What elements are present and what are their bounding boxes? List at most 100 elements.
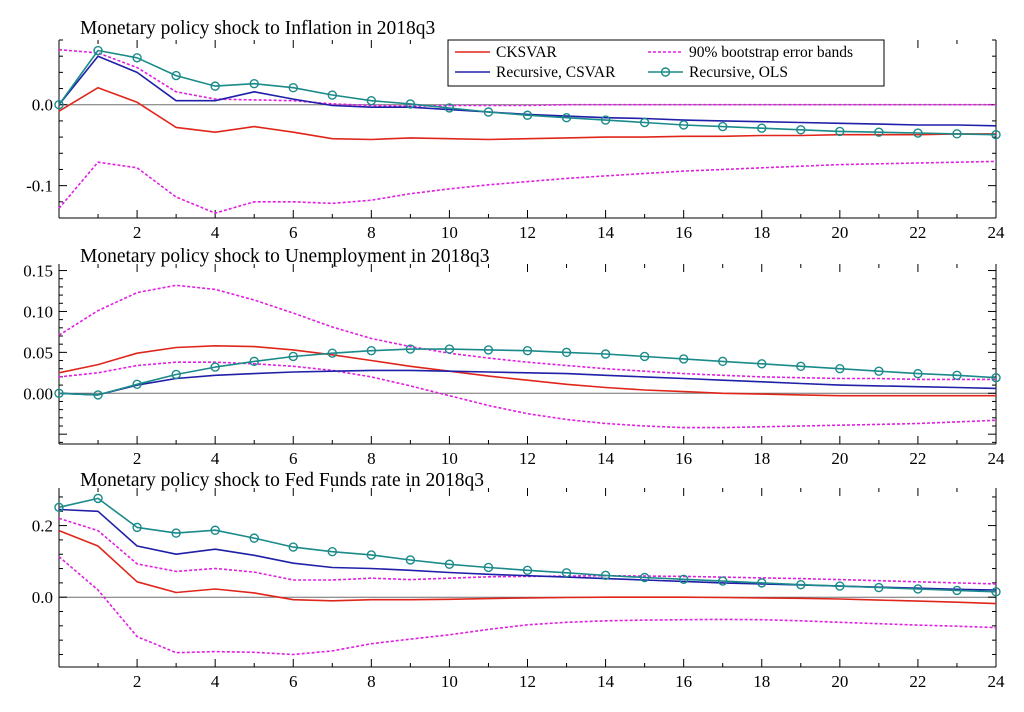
x-tick-label: 24 bbox=[988, 223, 1006, 242]
series-point-ols bbox=[483, 345, 494, 355]
series-point-ols bbox=[718, 356, 728, 367]
x-tick-label: 4 bbox=[211, 449, 220, 468]
series-point-ols bbox=[874, 127, 884, 137]
series-point-ols bbox=[600, 349, 611, 359]
x-tick-label: 18 bbox=[753, 672, 770, 691]
series-point-ols bbox=[405, 99, 416, 109]
series-point-ols bbox=[405, 555, 416, 565]
series-point-ols bbox=[444, 344, 455, 354]
legend-marker-ols bbox=[660, 67, 671, 77]
legend-label-csvar: Recursive, CSVAR bbox=[496, 64, 616, 81]
series-point-ols bbox=[132, 53, 142, 63]
y-tick-label: 0.2 bbox=[32, 517, 53, 536]
series-point-ols bbox=[327, 90, 337, 100]
x-tick-label: 8 bbox=[367, 449, 376, 468]
series-point-ols bbox=[210, 81, 220, 91]
series-point-ols bbox=[210, 362, 220, 372]
x-tick-label: 6 bbox=[289, 223, 298, 242]
series-point-ols bbox=[288, 83, 298, 93]
series-point-ols bbox=[171, 528, 181, 538]
series-point-ols bbox=[718, 576, 728, 586]
series-point-ols bbox=[288, 542, 298, 552]
series-point-ols bbox=[600, 115, 611, 125]
series-point-ols bbox=[678, 354, 689, 364]
series-line-band_lo bbox=[58, 160, 997, 214]
series-point-ols bbox=[913, 128, 923, 138]
series-point-ols bbox=[132, 379, 142, 389]
series-point-ols bbox=[366, 550, 377, 560]
series-point-ols bbox=[54, 100, 64, 110]
x-tick-label: 22 bbox=[909, 449, 926, 468]
series-point-ols bbox=[210, 525, 220, 535]
x-tick-label: 4 bbox=[211, 223, 220, 242]
series-point-ols bbox=[93, 45, 103, 56]
y-tick-label: 0.05 bbox=[23, 343, 53, 362]
x-tick-label: 22 bbox=[909, 672, 926, 691]
x-tick-label: 6 bbox=[289, 449, 298, 468]
series-point-ols bbox=[835, 581, 845, 591]
y-tick-label: 0.15 bbox=[23, 262, 53, 281]
series-point-ols bbox=[757, 578, 767, 588]
panel-unemployment-title: Monetary policy shock to Unemployment in… bbox=[80, 246, 489, 267]
series-point-ols bbox=[54, 502, 64, 513]
series-line-band_up bbox=[58, 517, 997, 585]
legend-label-cksvar: CKSVAR bbox=[496, 44, 558, 61]
series-point-ols bbox=[249, 78, 259, 89]
series-point-ols bbox=[405, 344, 416, 354]
panel-inflation: Monetary policy shock to Inflation in 20… bbox=[26, 18, 1005, 242]
x-tick-label: 24 bbox=[988, 672, 1006, 691]
series-line-ols bbox=[58, 497, 997, 593]
series-point-ols bbox=[718, 121, 728, 132]
x-tick-label: 16 bbox=[675, 449, 692, 468]
series-point-ols bbox=[639, 351, 650, 362]
series-point-ols bbox=[952, 129, 962, 139]
x-tick-label: 14 bbox=[597, 672, 615, 691]
series-point-ols bbox=[639, 572, 650, 583]
series-point-ols bbox=[93, 493, 103, 504]
x-tick-label: 8 bbox=[367, 672, 376, 691]
series-line-band_up bbox=[58, 284, 996, 381]
panel-fedfunds: Monetary policy shock to Fed Funds rate … bbox=[32, 470, 1005, 691]
series-point-ols bbox=[757, 123, 767, 133]
series-point-ols bbox=[444, 103, 455, 113]
series-point-ols bbox=[561, 347, 572, 358]
series-point-ols bbox=[678, 574, 689, 584]
x-tick-label: 12 bbox=[519, 449, 536, 468]
series-point-ols bbox=[835, 126, 845, 137]
series-point-ols bbox=[483, 107, 494, 117]
x-tick-label: 20 bbox=[831, 672, 848, 691]
x-tick-label: 4 bbox=[211, 672, 220, 691]
x-tick-label: 16 bbox=[675, 223, 692, 242]
series-line-ols bbox=[58, 49, 997, 136]
series-point-ols bbox=[561, 568, 572, 578]
series-point-ols bbox=[796, 361, 806, 371]
x-tick-label: 12 bbox=[519, 223, 536, 242]
series-point-ols bbox=[991, 587, 1001, 597]
series-line-ols bbox=[58, 348, 997, 396]
series-point-ols bbox=[171, 369, 181, 380]
series-line-band_lo bbox=[58, 361, 997, 429]
series-point-ols bbox=[327, 348, 337, 358]
series-point-ols bbox=[93, 390, 103, 400]
series-point-ols bbox=[952, 370, 962, 380]
series-point-ols bbox=[991, 373, 1001, 383]
series-point-ols bbox=[600, 570, 611, 581]
series-point-ols bbox=[171, 70, 181, 81]
x-tick-label: 10 bbox=[441, 449, 458, 468]
x-tick-label: 18 bbox=[753, 449, 770, 468]
series-point-ols bbox=[366, 346, 377, 356]
series-line-ckv bbox=[58, 529, 997, 605]
series-point-ols bbox=[991, 129, 1001, 140]
x-tick-label: 2 bbox=[133, 223, 142, 242]
series-point-ols bbox=[54, 388, 64, 398]
series-point-ols bbox=[952, 585, 962, 596]
y-tick-label: 0.10 bbox=[23, 302, 53, 321]
series-point-ols bbox=[639, 117, 650, 128]
series-line-rcs bbox=[58, 369, 997, 396]
y-tick-label: -0.1 bbox=[26, 177, 53, 196]
legend-label-ols: Recursive, OLS bbox=[689, 64, 788, 81]
series-point-ols bbox=[835, 364, 845, 374]
series-point-ols bbox=[366, 95, 377, 106]
x-tick-label: 16 bbox=[675, 672, 692, 691]
